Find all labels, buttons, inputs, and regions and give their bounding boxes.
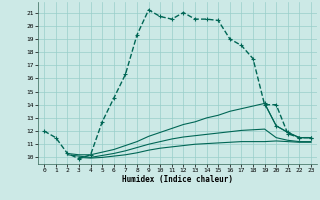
X-axis label: Humidex (Indice chaleur): Humidex (Indice chaleur)	[122, 175, 233, 184]
